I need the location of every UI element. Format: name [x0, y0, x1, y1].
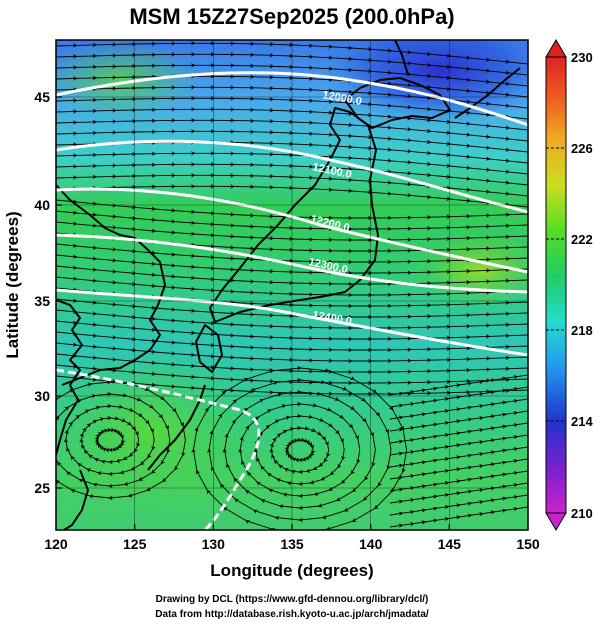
page-title: MSM 15Z27Sep2025 (200.0hPa) — [129, 4, 454, 29]
x-tick-label-4: 140 — [359, 536, 383, 552]
colorbar-top-triangle — [545, 39, 567, 58]
x-tick-label-3: 135 — [280, 536, 304, 552]
contour-line-12000 — [56, 71, 528, 127]
contour-line-12400 — [56, 288, 528, 357]
colorbar-body — [545, 56, 567, 514]
coast-korea — [56, 184, 166, 386]
x-tick-label-5: 145 — [438, 536, 462, 552]
colorbar-bottom-triangle — [545, 512, 567, 531]
y-tick-label-3: 40 — [34, 197, 50, 213]
contour-lines — [56, 71, 528, 530]
x-axis: 120 125 130 135 140 145 150 Longitude (d… — [44, 524, 540, 580]
y-axis-label: Latitude (degrees) — [3, 211, 22, 358]
x-axis-label: Longitude (degrees) — [210, 561, 373, 580]
coast-kyushu — [195, 324, 223, 373]
colorbar-tick-label-1: 226 — [571, 141, 593, 156]
y-axis: 25 30 35 40 45 Latitude (degrees) — [3, 89, 62, 496]
colorbar-tick-label-2: 222 — [571, 232, 593, 247]
contour-line-12200 — [56, 187, 528, 274]
gridlines — [56, 40, 528, 530]
coast-taiwan — [63, 469, 89, 530]
colorbar-tick-label-0: 230 — [571, 50, 593, 65]
plot-area: 12000.0 12100.0 12200.0 12300.0 12400.0 — [56, 40, 528, 530]
colorbar-tick-label-5: 210 — [571, 506, 593, 521]
streamline-42 — [191, 365, 408, 530]
coast-kuril — [454, 67, 521, 119]
x-tick-label-2: 130 — [202, 536, 226, 552]
coast-sakhalin — [394, 40, 409, 76]
coastlines — [56, 40, 521, 530]
y-tick-label-1: 30 — [34, 388, 50, 404]
colorbar-tick-label-3: 218 — [571, 323, 593, 338]
x-tick-label-0: 120 — [44, 536, 68, 552]
y-tick-label-0: 25 — [34, 480, 50, 496]
warm-anomaly — [410, 230, 528, 310]
credit-line-data: Data from http://database.rish.kyoto-u.a… — [155, 609, 429, 620]
coast-china — [56, 299, 83, 456]
coast-ryukyu — [147, 384, 206, 471]
contour-line-12300 — [56, 233, 528, 294]
credit-line-drawing: Drawing by DCL (https://www.gfd-dennou.o… — [156, 594, 429, 605]
streamline-35 — [56, 379, 186, 501]
colorbar: 230 226 222 218 214 210 — [545, 39, 593, 531]
streamline-54 — [389, 506, 528, 528]
colorbar-tick-label-4: 214 — [571, 414, 593, 429]
x-tick-label-1: 125 — [123, 536, 147, 552]
contour-line-south — [56, 368, 261, 530]
y-tick-label-4: 45 — [34, 89, 50, 105]
contour-line-12100 — [56, 139, 528, 214]
coast-hokkaido — [344, 77, 451, 129]
green-anomaly-north — [56, 40, 200, 120]
y-tick-label-2: 35 — [34, 293, 50, 309]
x-tick-label-6: 150 — [516, 536, 540, 552]
